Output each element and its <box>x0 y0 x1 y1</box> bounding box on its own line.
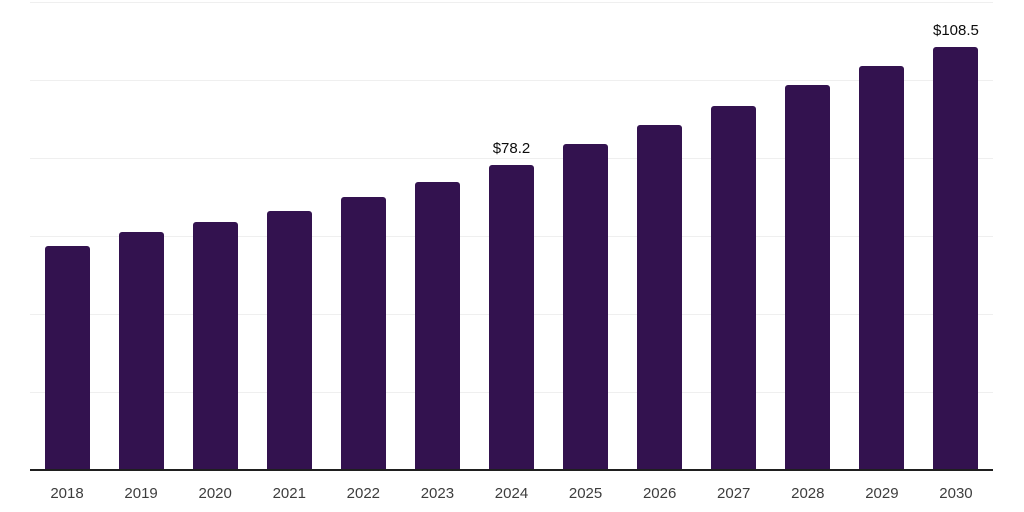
x-tick-label-2024: 2024 <box>494 485 529 502</box>
x-tick-label-2020: 2020 <box>198 485 232 502</box>
x-tick-label-2022: 2022 <box>346 485 381 502</box>
x-axis-line <box>30 469 993 471</box>
x-tick-label-2025: 2025 <box>568 485 603 502</box>
gridline-100 <box>30 80 993 81</box>
bar-2023 <box>414 181 460 470</box>
bar-2026 <box>637 125 683 470</box>
bar-2022 <box>340 197 386 470</box>
x-tick-label-2029: 2029 <box>865 485 899 502</box>
x-tick-label-2023: 2023 <box>420 485 455 502</box>
x-tick-label-2030: 2030 <box>939 485 973 502</box>
bar-2021 <box>266 210 312 470</box>
bar-2024 <box>489 165 534 470</box>
data-label-2024: $78.2 <box>492 140 531 158</box>
bar-2025 <box>563 143 609 470</box>
x-tick-label-2021: 2021 <box>272 485 306 502</box>
gridline-120 <box>30 2 993 3</box>
bar-2019 <box>118 231 164 470</box>
x-tick-label-2026: 2026 <box>642 485 677 502</box>
x-tick-label-2027: 2027 <box>717 485 751 502</box>
bar-2020 <box>192 222 238 470</box>
x-tick-label-2028: 2028 <box>791 485 825 502</box>
bar-2030 <box>933 46 979 470</box>
x-tick-label-2019: 2019 <box>124 485 158 502</box>
bar-2029 <box>859 65 905 470</box>
data-label-2030: $108.5 <box>933 21 979 39</box>
bar-2018 <box>44 245 90 470</box>
x-tick-label-2018: 2018 <box>50 485 84 502</box>
bar-2027 <box>711 105 757 470</box>
bar-2028 <box>785 85 831 470</box>
gridline-80 <box>30 158 993 159</box>
